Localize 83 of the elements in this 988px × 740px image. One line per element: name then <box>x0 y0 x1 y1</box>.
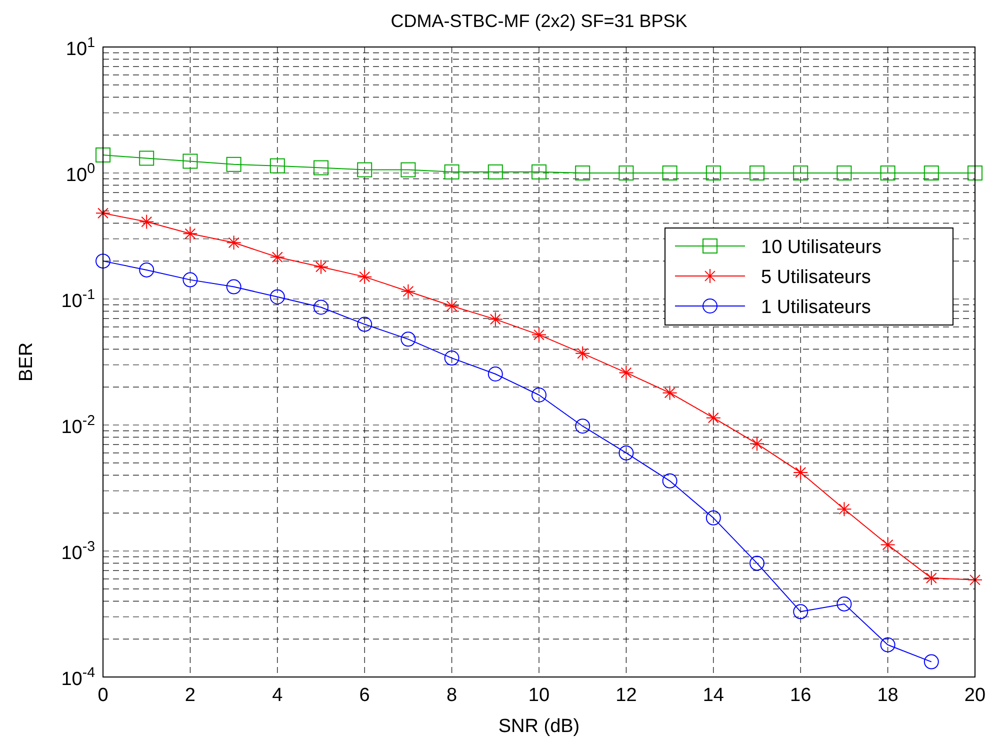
point <box>532 164 546 180</box>
point <box>880 637 896 652</box>
point <box>444 298 460 314</box>
point <box>444 164 460 180</box>
point <box>618 166 634 180</box>
point <box>444 350 460 366</box>
point <box>924 166 939 180</box>
legend-label: 1 Utilisateurs <box>761 297 871 318</box>
x-tick-label: 16 <box>790 685 812 706</box>
x-tick-label: 14 <box>702 685 724 706</box>
point <box>662 385 678 400</box>
x-tick-label: 2 <box>184 685 196 706</box>
point <box>618 365 634 380</box>
point <box>880 166 896 180</box>
point <box>750 436 764 452</box>
y-tick-label: 10$^{-2}$ <box>61 413 96 438</box>
y-tick-label: 10$^{-4}$ <box>61 665 96 690</box>
y-tick-label: 10$^{1}$ <box>66 35 96 60</box>
point <box>706 166 721 180</box>
point <box>357 162 372 178</box>
point <box>880 537 896 552</box>
x-tick-label: 6 <box>359 685 370 706</box>
point <box>750 166 764 180</box>
point <box>400 332 416 347</box>
point <box>750 556 764 571</box>
point <box>400 162 416 178</box>
x-tick-label: 18 <box>877 685 898 706</box>
chart-title: CDMA-STBC-MF (2x2) SF=31 BPSK <box>390 11 688 31</box>
y-tick-label: 10$^{-1}$ <box>61 287 96 312</box>
point <box>836 596 852 612</box>
x-tick-label: 0 <box>98 685 108 706</box>
point <box>575 418 590 434</box>
x-tick-label: 12 <box>616 685 637 706</box>
point <box>96 147 110 162</box>
legend-label: 5 Utilisateurs <box>761 267 871 288</box>
point <box>532 388 546 403</box>
x-tick-label: 4 <box>272 685 284 706</box>
point <box>270 158 285 174</box>
legend-label: 10 Utilisateurs <box>761 237 882 258</box>
y-tick-label: 10$^{-3}$ <box>61 539 96 564</box>
point <box>575 166 590 180</box>
point <box>182 154 198 169</box>
point <box>139 214 154 230</box>
point <box>532 327 546 342</box>
point <box>924 654 939 670</box>
point <box>139 150 154 166</box>
point <box>226 279 242 294</box>
point <box>139 262 154 278</box>
point <box>357 269 372 284</box>
point <box>270 250 285 265</box>
point <box>836 166 852 180</box>
point <box>96 254 110 269</box>
point <box>357 316 372 332</box>
point <box>226 235 242 250</box>
point <box>968 166 982 180</box>
point <box>182 272 198 288</box>
point <box>924 570 939 586</box>
y-tick-label: 10$^{0}$ <box>66 161 96 186</box>
point <box>314 300 328 315</box>
point <box>314 160 328 176</box>
point <box>182 226 198 242</box>
point <box>488 312 503 327</box>
point <box>793 166 808 180</box>
x-tick-label: 10 <box>528 685 550 706</box>
point <box>618 445 634 460</box>
x-axis-title: SNR (dB) <box>498 716 580 737</box>
point <box>662 473 678 488</box>
point <box>226 156 242 172</box>
point <box>575 346 590 361</box>
x-tick-label: 20 <box>964 685 986 706</box>
point <box>314 259 328 274</box>
point <box>706 510 721 526</box>
point <box>706 410 721 426</box>
x-tick-label: 8 <box>446 685 458 706</box>
point <box>793 464 808 480</box>
point <box>793 604 808 620</box>
point <box>270 289 285 304</box>
point <box>488 366 503 382</box>
point <box>662 166 678 180</box>
point <box>400 284 416 299</box>
point <box>488 164 503 180</box>
point <box>836 502 852 517</box>
y-axis-title: BER <box>16 342 37 382</box>
